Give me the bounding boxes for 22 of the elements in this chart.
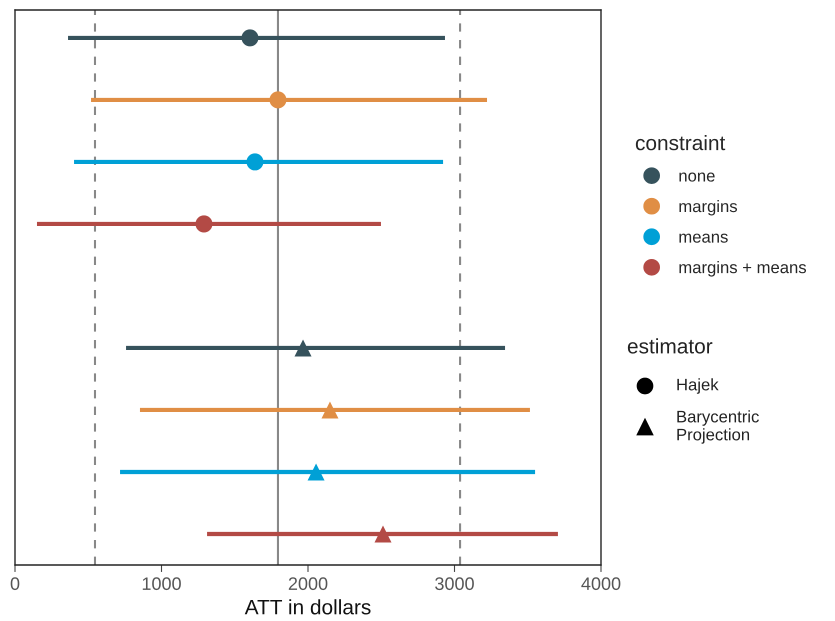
text: estimator [628,338,712,354]
legend-label: none [679,172,715,182]
text: constraint [636,135,726,150]
legend-label: means [679,234,728,243]
text: Hajek [677,378,719,394]
point [308,463,325,480]
x-tick-label: 0 [10,577,20,590]
point [321,401,338,418]
point [294,339,312,356]
legend-label: margins [679,200,738,216]
x-tick-label: 3000 [435,577,474,590]
legend-label: margins + means [679,261,806,277]
point [241,29,258,46]
text: Barycentric Projection [677,410,759,444]
x-axis-title: ATT in dollars [244,599,371,614]
point [374,525,392,542]
point [269,91,286,108]
point [246,153,264,170]
x-tick-label: 4000 [581,577,620,590]
x-tick-label: 2000 [288,577,328,590]
x-tick-label: 1000 [142,577,181,590]
point [195,215,212,232]
